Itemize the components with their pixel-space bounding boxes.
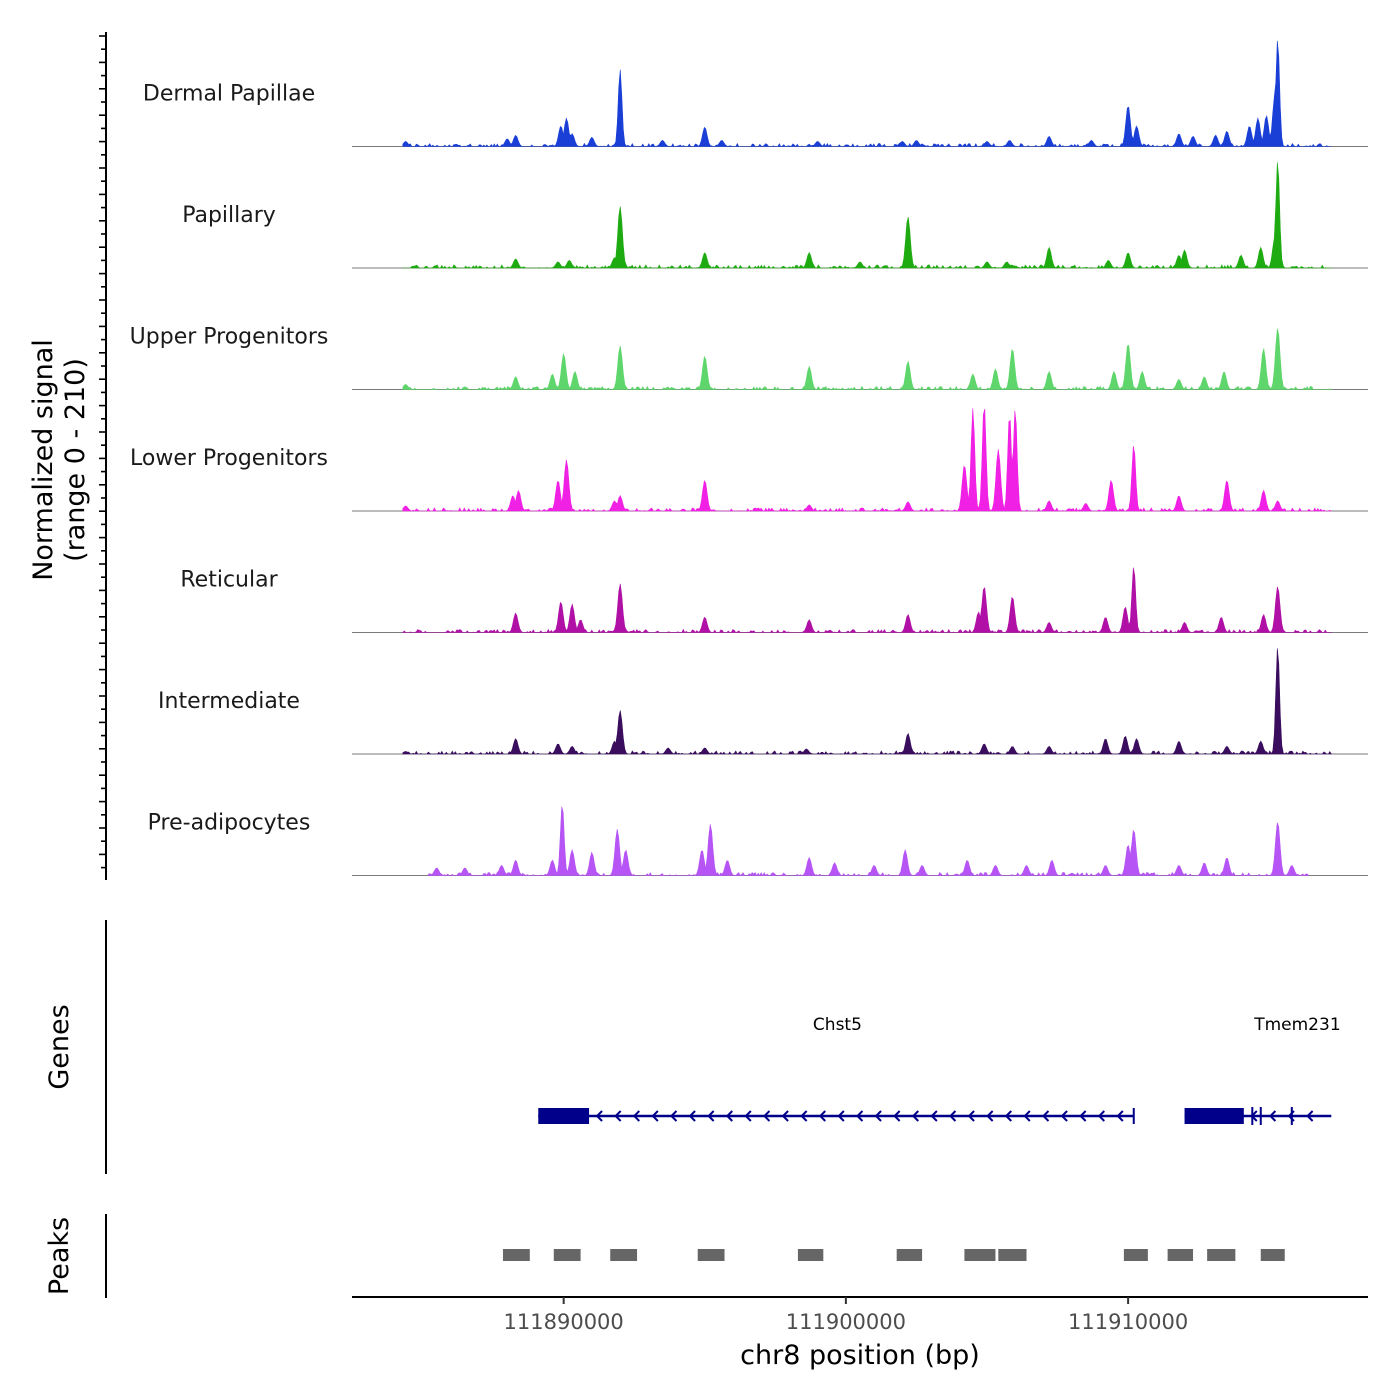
coverage-y-axis [99, 32, 107, 880]
peak-region [1167, 1249, 1194, 1261]
strand-arrow [856, 1110, 864, 1122]
strand-arrow [614, 1110, 622, 1122]
strand-arrow [781, 1110, 789, 1122]
track-label: Upper Progenitors [130, 325, 329, 350]
peak-region [610, 1249, 638, 1261]
strand-arrow [1306, 1110, 1314, 1122]
strand-arrow [800, 1110, 808, 1122]
strand-arrow [837, 1110, 845, 1122]
strand-arrow [1116, 1110, 1124, 1122]
track-dermal-papillae: Dermal Papillae [143, 40, 1368, 148]
gene-name-label: Chst5 [813, 1015, 862, 1035]
peak-region [1123, 1249, 1148, 1261]
track-signal-area [402, 567, 1332, 634]
gene-name-label: Tmem231 [1253, 1015, 1340, 1035]
x-axis-tick-label: 111890000 [504, 1310, 624, 1334]
strand-arrow [670, 1110, 678, 1122]
track-signal-area [427, 806, 1310, 877]
track-lower-progenitors: Lower Progenitors [130, 408, 1368, 512]
strand-arrow [651, 1110, 659, 1122]
peak-region [797, 1249, 824, 1261]
peak-region [998, 1249, 1027, 1261]
strand-arrow [1097, 1110, 1105, 1122]
track-pre-adipocytes: Pre-adipocytes [148, 806, 1368, 877]
strand-arrow [632, 1110, 640, 1122]
gene-exon [1184, 1108, 1244, 1124]
y-axis-label-line2: (range 0 - 210) [60, 358, 91, 562]
peak-region [697, 1249, 725, 1261]
y-axis-label-line1: Normalized signal [28, 339, 59, 581]
peak-region [1260, 1249, 1285, 1261]
x-axis: 111890000 111900000 111910000 [352, 1296, 1368, 1334]
strand-arrow [707, 1110, 715, 1122]
strand-arrow [930, 1110, 938, 1122]
strand-arrow [1023, 1110, 1031, 1122]
strand-arrow [763, 1110, 771, 1122]
track-signal-area [402, 328, 1332, 391]
track-label: Pre-adipocytes [148, 811, 311, 836]
strand-arrow [949, 1110, 957, 1122]
strand-arrow [967, 1110, 975, 1122]
x-axis-tick-label: 111900000 [786, 1310, 906, 1334]
track-label: Lower Progenitors [130, 446, 328, 471]
strand-arrow [1060, 1110, 1068, 1122]
strand-arrow [1269, 1110, 1277, 1122]
peak-region [1207, 1249, 1236, 1261]
strand-arrow [725, 1110, 733, 1122]
track-signal-area [402, 40, 1332, 148]
gene-exon [538, 1108, 590, 1124]
track-papillary: Papillary [182, 162, 1368, 269]
gene-annotation-track: Chst5 Tmem231 [538, 1015, 1341, 1125]
track-signal-area [402, 162, 1332, 269]
strand-arrow [911, 1110, 919, 1122]
peak-region [502, 1249, 530, 1261]
gene-chst5: Chst5 [538, 1015, 1135, 1124]
peak-region [553, 1249, 581, 1261]
strand-arrow [744, 1110, 752, 1122]
track-label: Papillary [182, 203, 276, 228]
x-axis-title: chr8 position (bp) [740, 1340, 980, 1371]
track-signal-area [402, 408, 1332, 512]
peak-region [896, 1249, 923, 1261]
strand-arrow [986, 1110, 994, 1122]
strand-arrow [688, 1110, 696, 1122]
strand-arrow [818, 1110, 826, 1122]
track-label: Dermal Papillae [143, 82, 315, 107]
strand-arrow [1042, 1110, 1050, 1122]
track-reticular: Reticular [180, 567, 1368, 634]
peaks-track [502, 1249, 1285, 1261]
strand-arrow [874, 1110, 882, 1122]
strand-arrow [1079, 1110, 1087, 1122]
peaks-panel-label: Peaks [44, 1217, 75, 1295]
track-upper-progenitors: Upper Progenitors [130, 325, 1368, 391]
strand-arrow [893, 1110, 901, 1122]
peak-region [964, 1249, 996, 1261]
strand-arrow [595, 1110, 603, 1122]
x-axis-tick-label: 111910000 [1068, 1310, 1188, 1334]
track-signal-area [402, 648, 1332, 755]
coverage-tracks: Dermal Papillae Papillary Upper Progenitor… [130, 40, 1368, 877]
genes-panel-label: Genes [44, 1004, 75, 1089]
gene-tmem231: Tmem231 [1184, 1015, 1341, 1125]
track-label: Intermediate [158, 689, 300, 714]
track-intermediate: Intermediate [158, 648, 1368, 755]
strand-arrow [1004, 1110, 1012, 1122]
track-label: Reticular [180, 568, 278, 593]
